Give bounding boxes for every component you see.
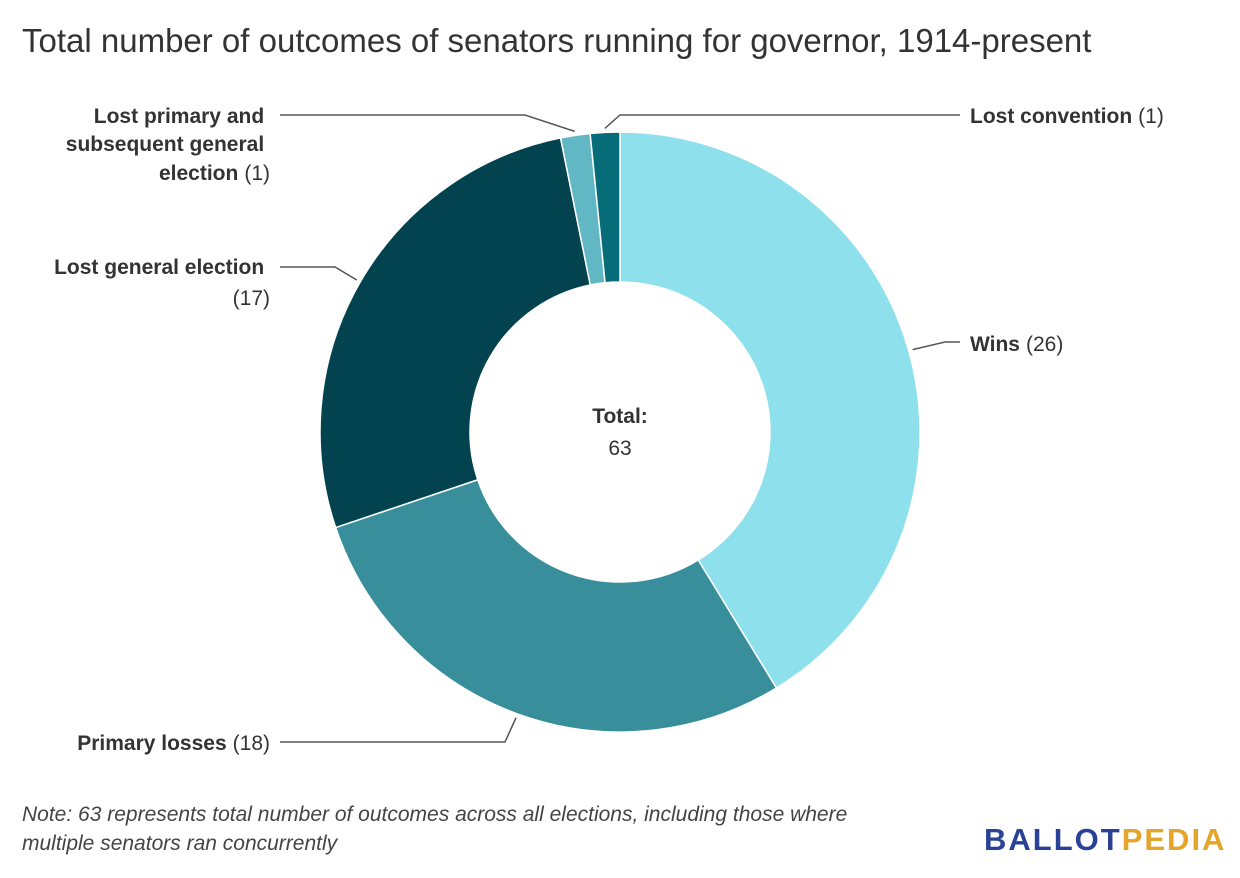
leader-line-slice-lost-convention bbox=[604, 114, 960, 129]
slice-label-lost-general-election: Lost general election (17) bbox=[54, 256, 270, 310]
chart-note: Note: 63 represents total number of outc… bbox=[22, 803, 848, 855]
slice-lost-general-election bbox=[319, 137, 592, 529]
chart-title: Total number of outcomes of senators run… bbox=[22, 22, 1092, 59]
slice-wins bbox=[619, 131, 921, 690]
slice-label-primary-losses: Primary losses (18) bbox=[77, 732, 270, 755]
ballotpedia-logo: BALLOTPEDIA bbox=[984, 822, 1227, 857]
slice-label-wins: Wins (26) bbox=[970, 333, 1063, 356]
slice-label-lost-convention: Lost convention (1) bbox=[970, 105, 1164, 128]
slice-label-lost-primary-and-general: Lost primary and subsequent general elec… bbox=[66, 105, 270, 185]
leader-line-slice-lost-primary-and-general bbox=[280, 114, 575, 133]
center-total-label: Total: bbox=[592, 405, 648, 428]
leader-line-slice-wins bbox=[912, 341, 960, 351]
leader-line-slice-primary-losses bbox=[280, 717, 517, 743]
slice-lost-convention bbox=[589, 131, 621, 284]
center-total-value: 63 bbox=[608, 437, 631, 460]
slice-primary-losses bbox=[334, 478, 778, 733]
leader-line-slice-lost-general-election bbox=[280, 266, 358, 281]
